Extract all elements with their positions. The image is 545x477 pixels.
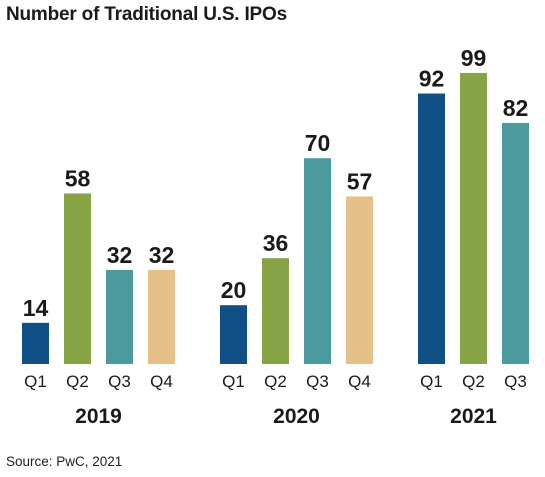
bar-2021-q2 [460, 72, 487, 364]
bar-2019-q3 [106, 269, 133, 364]
bar-2020-q2 [262, 258, 289, 364]
quarter-label-2021-q3: Q3 [504, 372, 527, 391]
value-label-2019-q4: 32 [149, 242, 175, 268]
value-label-2019-q1: 14 [23, 295, 49, 321]
quarter-label-2021-q1: Q1 [420, 372, 443, 391]
value-label-2021-q2: 99 [461, 45, 487, 71]
bar-2021-q1 [418, 93, 445, 365]
bar-2021-q3 [502, 122, 529, 364]
value-label-2020-q4: 57 [347, 168, 373, 194]
value-label-2020-q3: 70 [305, 130, 331, 156]
value-label-2021-q3: 82 [503, 95, 529, 121]
year-label-2021: 2021 [450, 405, 497, 428]
value-label-2019-q2: 58 [65, 165, 91, 191]
quarter-label-2020-q3: Q3 [306, 372, 329, 391]
quarter-label-2021-q2: Q2 [462, 372, 485, 391]
quarter-label-2019-q1: Q1 [24, 372, 47, 391]
value-label-2020-q1: 20 [221, 277, 247, 303]
bar-2020-q4 [346, 196, 373, 364]
bar-2019-q2 [64, 193, 91, 364]
quarter-label-2020-q1: Q1 [222, 372, 245, 391]
bar-2020-q1 [220, 305, 247, 364]
quarter-label-2019-q2: Q2 [66, 372, 89, 391]
chart-title: Number of Traditional U.S. IPOs [6, 4, 287, 25]
source-note: Source: PwC, 2021 [6, 454, 123, 469]
bar-2019-q4 [148, 269, 175, 364]
quarter-label-2019-q3: Q3 [108, 372, 131, 391]
quarter-label-2020-q2: Q2 [264, 372, 287, 391]
bar-2019-q1 [22, 322, 49, 364]
value-label-2021-q1: 92 [419, 66, 445, 92]
quarter-label-2020-q4: Q4 [348, 372, 371, 391]
value-label-2019-q3: 32 [107, 242, 133, 268]
quarter-label-2019-q4: Q4 [150, 372, 173, 391]
year-label-2019: 2019 [75, 405, 122, 428]
value-label-2020-q2: 36 [263, 230, 289, 256]
year-label-2020: 2020 [273, 405, 320, 428]
bar-2020-q3 [304, 158, 331, 364]
